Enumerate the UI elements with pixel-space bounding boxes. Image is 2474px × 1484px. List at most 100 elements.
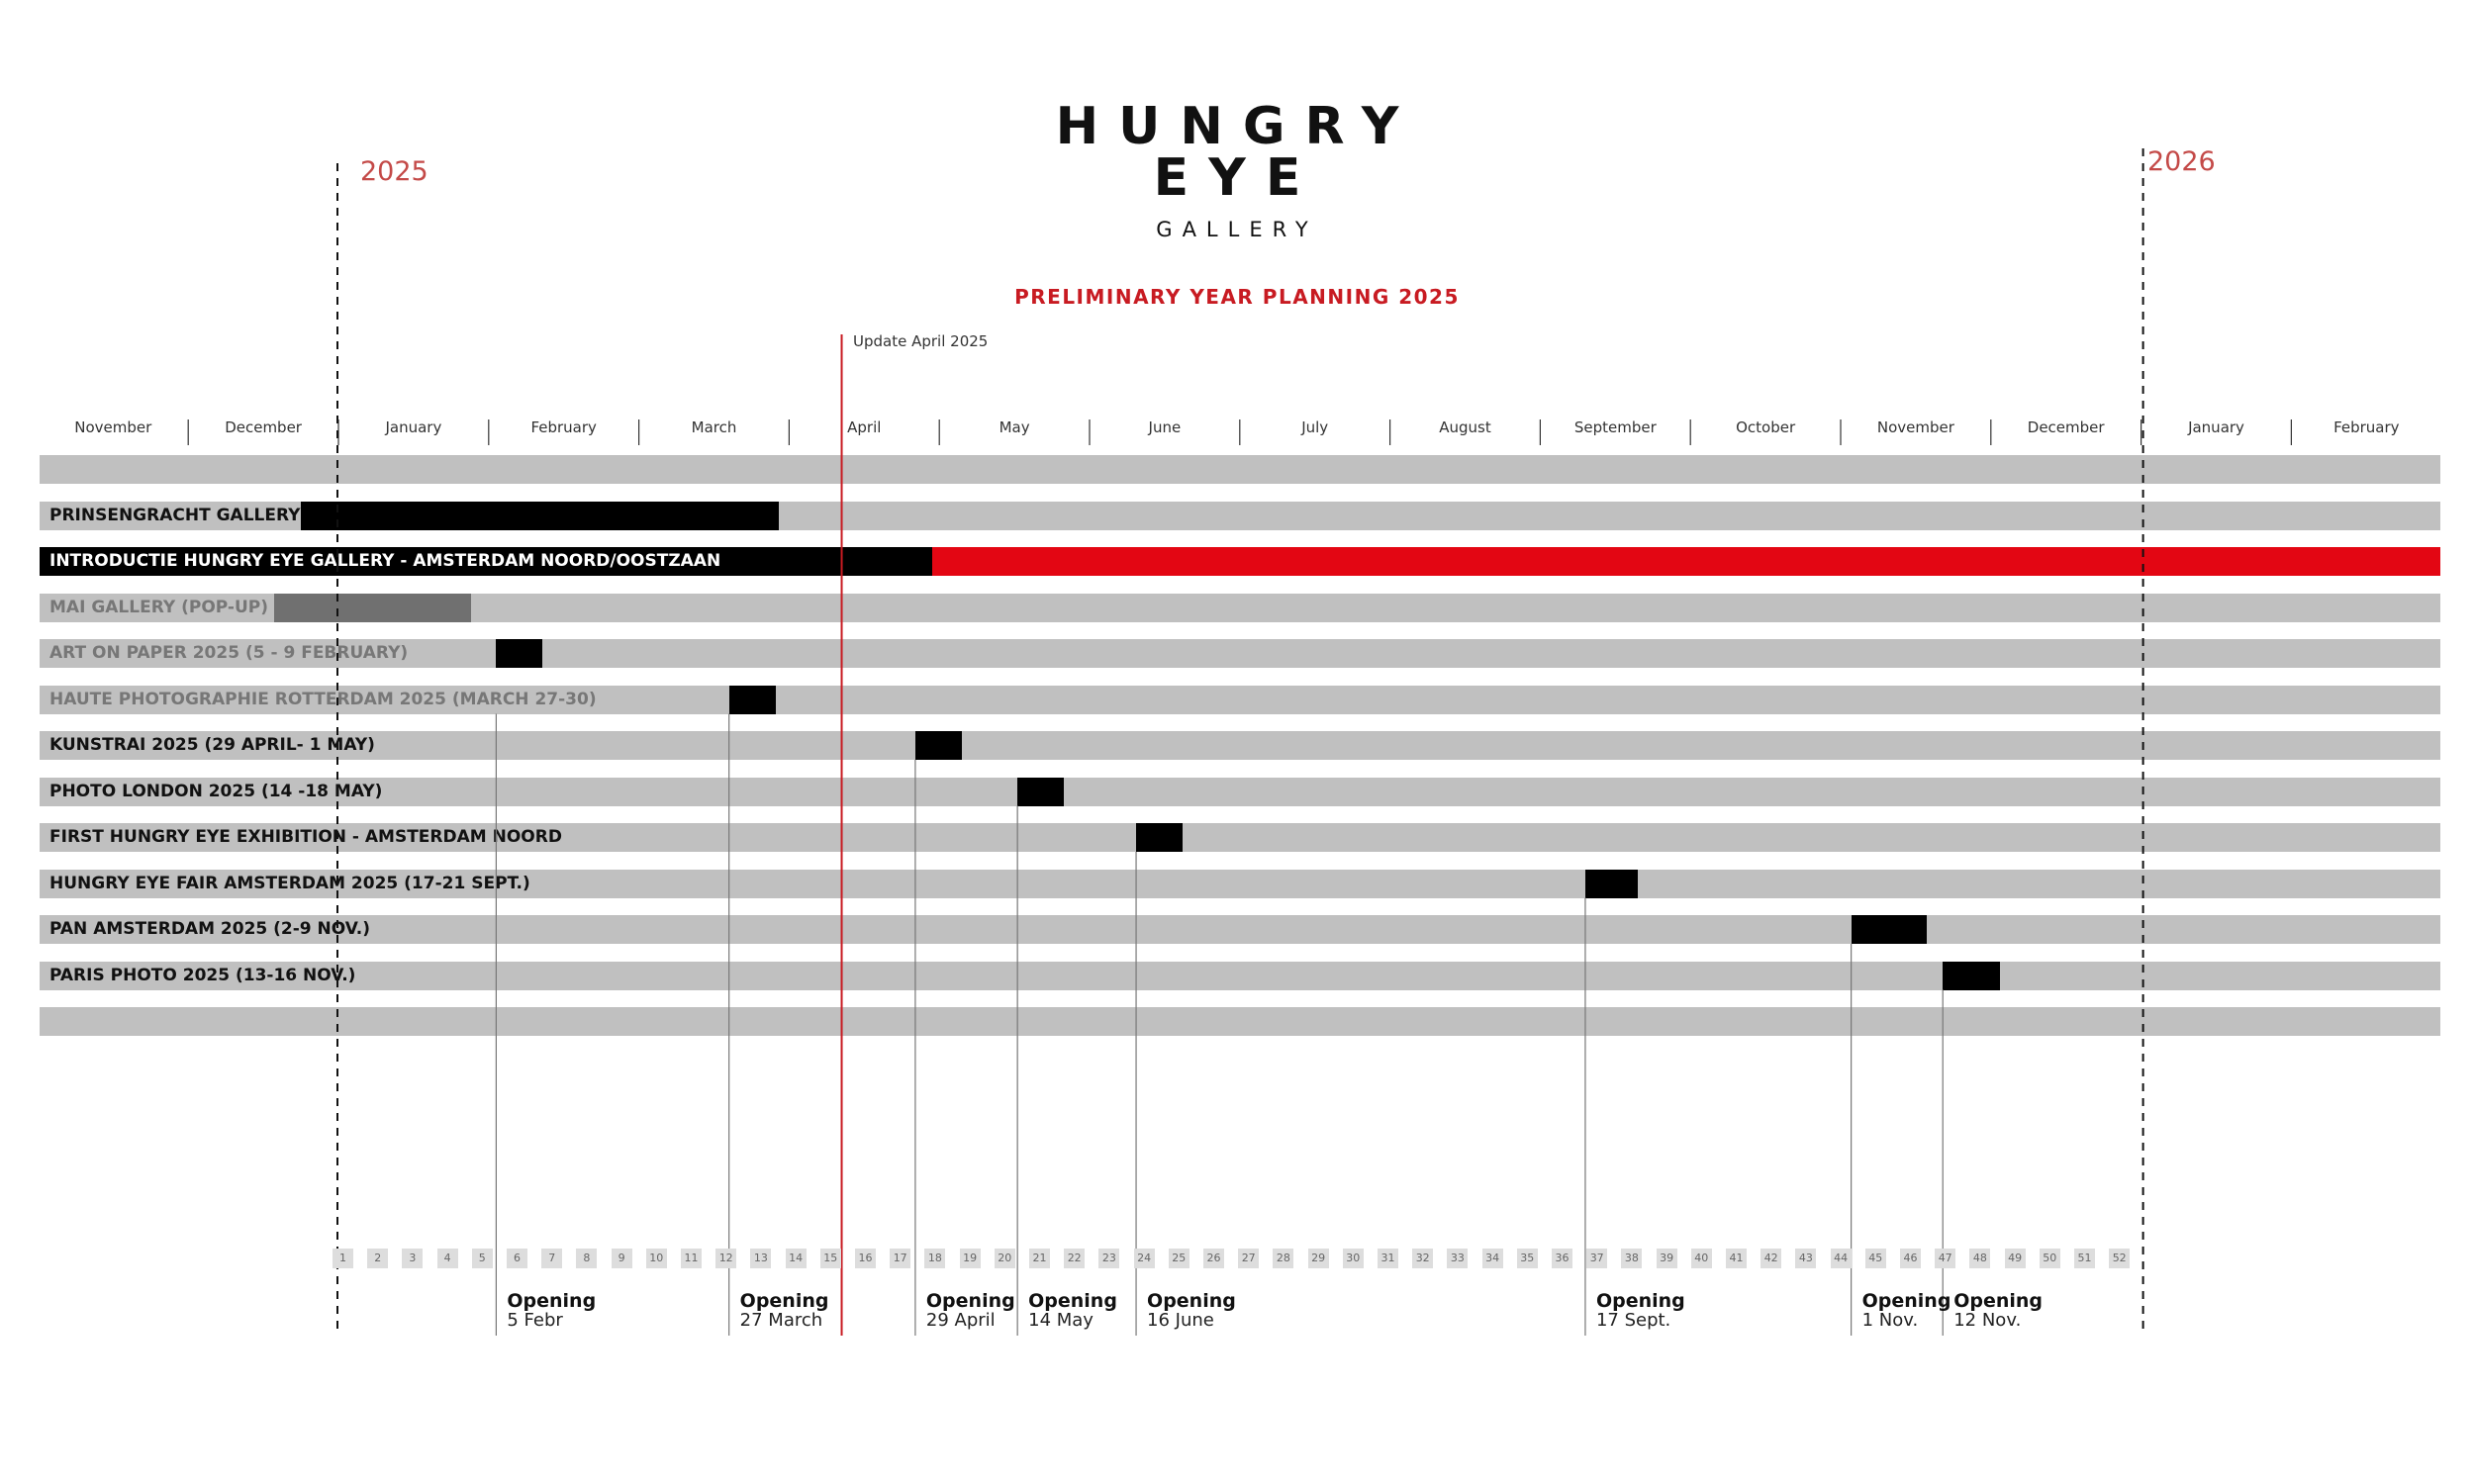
- gantt-bar: [1851, 915, 1927, 944]
- month-label: December: [225, 418, 302, 436]
- week-number: 20: [994, 1249, 1015, 1268]
- month-label: November: [1876, 418, 1954, 436]
- week-number: 45: [1864, 1249, 1886, 1268]
- week-number: 40: [1690, 1249, 1712, 1268]
- week-number: 21: [1029, 1249, 1050, 1268]
- gantt-row: [40, 731, 2440, 760]
- gantt-bar: [728, 685, 776, 714]
- year-end-label: 2026: [2147, 146, 2216, 177]
- gantt-row: [40, 685, 2440, 714]
- gantt-bar: [914, 731, 962, 760]
- opening-date: 14 May: [1028, 1310, 1094, 1331]
- month-label: October: [1736, 418, 1796, 436]
- gantt-bar: [1943, 961, 2000, 990]
- week-number: 19: [959, 1249, 981, 1268]
- week-number: 2: [367, 1249, 389, 1268]
- week-number: 35: [1516, 1249, 1538, 1268]
- month-label: November: [74, 418, 152, 436]
- opening-title: Opening: [739, 1290, 829, 1312]
- week-number: 24: [1133, 1249, 1155, 1268]
- week-number: 28: [1273, 1249, 1294, 1268]
- month-label: April: [847, 418, 882, 436]
- month-label: February: [530, 418, 597, 436]
- gantt-bar: [1017, 777, 1065, 806]
- week-number: 3: [402, 1249, 424, 1268]
- row-label: ART ON PAPER 2025 (5 - 9 FEBRUARY): [49, 643, 409, 663]
- week-number: 12: [715, 1249, 737, 1268]
- week-number: 47: [1935, 1249, 1956, 1268]
- opening-title: Opening: [507, 1290, 597, 1312]
- opening-title: Opening: [1953, 1290, 2044, 1312]
- week-number: 37: [1586, 1249, 1608, 1268]
- gantt-bar: [273, 593, 471, 622]
- week-number: 13: [750, 1249, 772, 1268]
- month-label: January: [385, 418, 442, 436]
- opening-date: 1 Nov.: [1861, 1310, 1919, 1331]
- gantt-row: [40, 961, 2440, 990]
- page-title: PRELIMINARY YEAR PLANNING 2025: [1014, 285, 1460, 309]
- logo-line-hungry: HUNGRY: [1055, 97, 1419, 156]
- week-number: 30: [1342, 1249, 1364, 1268]
- week-number: 23: [1098, 1249, 1120, 1268]
- logo-line-gallery: GALLERY: [1156, 218, 1318, 241]
- week-number: 27: [1238, 1249, 1260, 1268]
- month-label: August: [1439, 418, 1491, 436]
- row-label: INTRODUCTIE HUNGRY EYE GALLERY - AMSTERD…: [49, 551, 721, 571]
- month-label: February: [2333, 418, 2400, 436]
- gantt-row: [40, 823, 2440, 852]
- month-label: September: [1573, 418, 1657, 436]
- month-label: January: [2188, 418, 2244, 436]
- week-number: 17: [890, 1249, 911, 1268]
- week-number: 44: [1830, 1249, 1852, 1268]
- gantt-bar: [301, 501, 779, 530]
- week-number: 11: [681, 1249, 702, 1268]
- week-number: 43: [1795, 1249, 1817, 1268]
- week-number: 41: [1726, 1249, 1747, 1268]
- week-number: 16: [855, 1249, 876, 1268]
- week-number: 42: [1760, 1249, 1782, 1268]
- gantt-bar: [1584, 869, 1639, 898]
- gantt-bar: [40, 547, 932, 576]
- week-number: 15: [819, 1249, 841, 1268]
- opening-title: Opening: [1147, 1290, 1236, 1312]
- week-number: 26: [1203, 1249, 1224, 1268]
- opening-title: Opening: [1028, 1290, 1117, 1312]
- week-number: 51: [2074, 1249, 2095, 1268]
- update-note: Update April 2025: [853, 332, 989, 350]
- week-number: 48: [1969, 1249, 1991, 1268]
- opening-title: Opening: [1595, 1290, 1685, 1312]
- row-label: PHOTO LONDON 2025 (14 -18 MAY): [49, 781, 383, 801]
- week-number: 32: [1412, 1249, 1434, 1268]
- week-number: 50: [2039, 1249, 2060, 1268]
- week-number: 34: [1481, 1249, 1503, 1268]
- row-label: PARIS PHOTO 2025 (13-16 NOV.): [49, 965, 356, 985]
- row-label: FIRST HUNGRY EYE EXHIBITION - AMSTERDAM …: [49, 827, 562, 847]
- logo-line-eye: EYE: [1153, 148, 1321, 208]
- gantt-row: [40, 915, 2440, 944]
- week-number: 46: [1900, 1249, 1921, 1268]
- week-number: 18: [924, 1249, 946, 1268]
- row-label: KUNSTRAI 2025 (29 APRIL- 1 MAY): [49, 735, 375, 755]
- gantt-row: [40, 777, 2440, 806]
- gantt-row: [40, 869, 2440, 898]
- opening-date: 16 June: [1147, 1310, 1214, 1331]
- week-number: 9: [611, 1249, 632, 1268]
- week-number: 5: [471, 1249, 493, 1268]
- opening-date: 12 Nov.: [1953, 1310, 2022, 1331]
- week-number: 14: [785, 1249, 807, 1268]
- row-label: HUNGRY EYE FAIR AMSTERDAM 2025 (17-21 SE…: [49, 873, 530, 893]
- opening-date: 29 April: [925, 1310, 996, 1331]
- year-start-label: 2025: [360, 156, 428, 187]
- opening-date: 27 March: [739, 1310, 823, 1331]
- row-label: PAN AMSTERDAM 2025 (2-9 NOV.): [49, 919, 370, 939]
- week-number: 1: [333, 1249, 353, 1268]
- week-number: 25: [1168, 1249, 1189, 1268]
- gantt-bar: [1136, 823, 1184, 852]
- month-label: December: [2027, 418, 2105, 436]
- month-label: March: [691, 418, 737, 436]
- week-number: 38: [1621, 1249, 1643, 1268]
- gantt-row: [40, 639, 2440, 668]
- week-number: 29: [1307, 1249, 1329, 1268]
- opening-title: Opening: [925, 1290, 1015, 1312]
